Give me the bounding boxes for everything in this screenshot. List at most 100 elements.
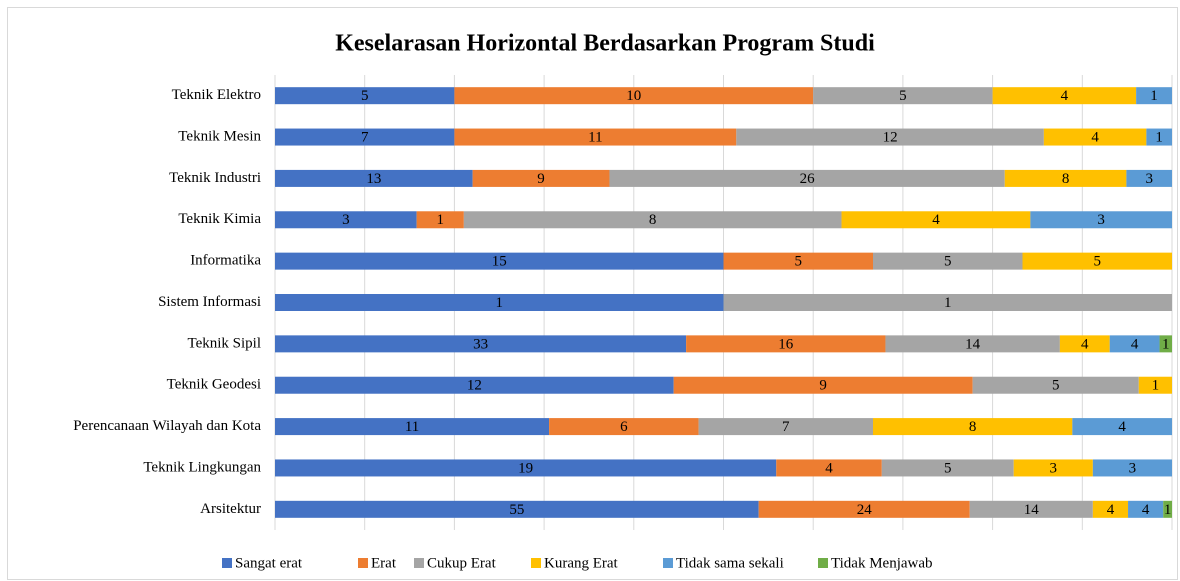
data-label: 13 xyxy=(366,171,381,187)
data-label: 8 xyxy=(1062,171,1070,187)
data-label: 8 xyxy=(969,419,977,435)
data-label: 1 xyxy=(1162,336,1170,352)
bar-segment xyxy=(275,169,473,187)
data-label: 3 xyxy=(1145,171,1153,187)
bar-segment xyxy=(1059,335,1110,353)
bar-segment xyxy=(723,294,1172,311)
y-tick-label: Sistem Informasi xyxy=(158,294,261,310)
data-label: 5 xyxy=(944,460,952,476)
bar-segment xyxy=(1146,128,1172,146)
legend-label: Sangat erat xyxy=(235,555,303,571)
data-label: 1 xyxy=(1152,378,1160,394)
data-label: 4 xyxy=(1131,336,1139,352)
bar-segment xyxy=(1022,252,1172,270)
bar-segment xyxy=(454,87,814,105)
bar-segment xyxy=(275,294,724,311)
bar-segment xyxy=(873,252,1023,270)
data-label: 3 xyxy=(1129,460,1137,476)
legend-swatch xyxy=(531,558,541,568)
bar-segment xyxy=(1126,169,1172,187)
bar-segment xyxy=(992,87,1137,105)
data-label: 5 xyxy=(795,254,803,270)
bar-segment xyxy=(1072,418,1172,436)
bar-segment xyxy=(275,87,455,105)
legend-swatch xyxy=(818,558,828,568)
data-label: 24 xyxy=(857,502,873,518)
bar-segment xyxy=(275,376,674,394)
y-tick-label: Teknik Elektro xyxy=(172,87,261,103)
y-tick-label: Teknik Mesin xyxy=(178,128,261,144)
bar-segment xyxy=(275,418,550,436)
bar-segment xyxy=(881,459,1014,477)
data-label: 4 xyxy=(1118,419,1126,435)
bar-segment xyxy=(275,335,687,353)
legend-swatch xyxy=(222,558,232,568)
bar-segment xyxy=(1092,500,1129,518)
data-label: 14 xyxy=(965,336,981,352)
bar-segment xyxy=(1128,500,1164,518)
legend-label: Kurang Erat xyxy=(544,555,619,571)
bar-segment xyxy=(723,252,873,270)
bar-segment xyxy=(549,418,699,436)
data-label: 4 xyxy=(932,212,940,228)
bar-segment xyxy=(275,459,777,477)
data-label: 4 xyxy=(1061,88,1069,104)
bar-segment xyxy=(736,128,1044,146)
y-tick-label: Teknik Industri xyxy=(169,170,261,186)
data-label: 4 xyxy=(1142,502,1150,518)
data-label: 4 xyxy=(1107,502,1115,518)
data-label: 16 xyxy=(778,336,794,352)
data-label: 10 xyxy=(626,88,641,104)
bar-segment xyxy=(454,128,737,146)
legend-swatch xyxy=(358,558,368,568)
data-label: 9 xyxy=(819,378,827,394)
bar-segment xyxy=(609,169,1005,187)
bar-segment xyxy=(885,335,1060,353)
bar-segment xyxy=(1163,500,1172,518)
data-label: 8 xyxy=(649,212,657,228)
y-tick-label: Teknik Kimia xyxy=(178,211,261,227)
data-label: 6 xyxy=(620,419,628,435)
data-label: 3 xyxy=(1050,460,1058,476)
legend-swatch xyxy=(414,558,424,568)
data-label: 4 xyxy=(825,460,833,476)
bar-segment xyxy=(972,376,1139,394)
data-label: 5 xyxy=(1052,378,1060,394)
bar-segment xyxy=(1004,169,1127,187)
bar-segment xyxy=(673,376,973,394)
bar-segment xyxy=(1030,211,1172,229)
data-label: 9 xyxy=(537,171,545,187)
data-label: 4 xyxy=(1091,129,1099,145)
bar-segment xyxy=(1138,376,1172,394)
data-label: 15 xyxy=(492,254,507,270)
bar-segment xyxy=(472,169,610,187)
data-label: 1 xyxy=(1164,502,1172,518)
y-tick-label: Teknik Sipil xyxy=(187,335,261,351)
bar-segment xyxy=(813,87,993,105)
legend-swatch xyxy=(663,558,673,568)
bar-segment xyxy=(1043,128,1147,146)
data-label: 5 xyxy=(1094,254,1102,270)
data-label: 3 xyxy=(342,212,350,228)
chart-title: Keselarasan Horizontal Berdasarkan Progr… xyxy=(335,31,875,57)
bar-segment xyxy=(275,252,724,270)
data-label: 1 xyxy=(944,295,952,311)
bar-segment xyxy=(1159,335,1172,353)
y-tick-label: Arsitektur xyxy=(200,501,261,517)
bar-segment xyxy=(275,211,417,229)
data-label: 19 xyxy=(518,460,533,476)
bar-segment xyxy=(275,500,759,518)
bar-segment xyxy=(1136,87,1172,105)
data-label: 11 xyxy=(405,419,419,435)
y-tick-label: Teknik Geodesi xyxy=(167,377,261,393)
data-label: 33 xyxy=(473,336,488,352)
bar-segment xyxy=(1013,459,1093,477)
legend-label: Tidak sama sekali xyxy=(676,555,784,571)
bar-segment xyxy=(416,211,464,229)
data-label: 7 xyxy=(361,129,369,145)
y-tick-label: Informatika xyxy=(190,253,261,269)
bar-segment xyxy=(758,500,970,518)
bar-segment xyxy=(841,211,1031,229)
data-label: 1 xyxy=(1150,88,1158,104)
